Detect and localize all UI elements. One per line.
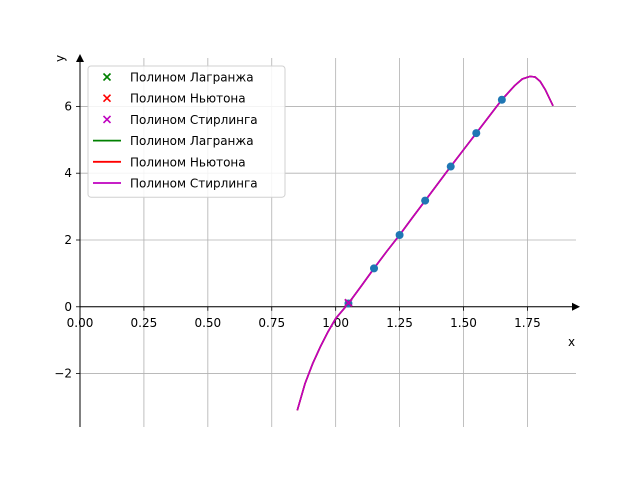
legend-entry-label: Полином Лагранжа (130, 134, 254, 148)
node-point (370, 264, 379, 273)
x-tick-label: 0.00 (67, 316, 94, 330)
legend-entry-label: Полином Лагранжа (130, 71, 254, 85)
cross-stroke (102, 94, 112, 103)
axes (76, 54, 580, 427)
node-point (497, 95, 506, 104)
node-point (395, 230, 404, 239)
node-point (446, 162, 455, 171)
legend: Полином Лагранжа Полином Ньютона Полином С… (87, 65, 286, 198)
legend-marker-icon (102, 115, 112, 124)
stirling-curve (296, 75, 554, 411)
curves (296, 75, 554, 411)
node-point (421, 196, 430, 205)
legend-entry-label: Полином Стирлинга (130, 113, 258, 127)
y-axis-arrow-icon (76, 54, 84, 62)
tick-labels: 0.00 0.25 0.50 0.75 1.00 1.25 1.50 1.75 −2 0 2 4 6 (54, 99, 540, 380)
legend-marker-icon (102, 94, 112, 103)
y-tick-label: 2 (64, 233, 72, 247)
cross-stroke (344, 298, 353, 307)
legend-entry-label: Полином Стирлинга (130, 177, 258, 191)
cross-stroke (102, 72, 112, 82)
y-tick-label: 0 (64, 300, 72, 314)
x-axis-arrow-icon (572, 302, 580, 311)
legend-entry-label: Полином Ньютона (130, 92, 246, 106)
legend-entry-label: Полином Ньютона (130, 155, 246, 169)
x-tick-label: 0.75 (258, 316, 285, 330)
data-markers (344, 95, 506, 308)
x-tick-label: 1.50 (450, 316, 477, 330)
legend-box (87, 65, 286, 198)
y-tick-label: −2 (54, 367, 72, 381)
x-tick-label: 1.75 (514, 316, 541, 330)
stirling-marker (344, 298, 353, 307)
x-tick-label: 0.25 (131, 316, 158, 330)
x-tick-label: 1.00 (322, 316, 349, 330)
node-point (472, 129, 481, 138)
y-tick-label: 6 (64, 99, 72, 113)
x-tick-label: 1.25 (386, 316, 413, 330)
x-axis-label: x (568, 335, 575, 349)
y-axis-label: y (53, 55, 67, 62)
legend-marker-icon (102, 72, 112, 82)
x-tick-label: 0.50 (194, 316, 221, 330)
cross-stroke (102, 115, 112, 124)
y-tick-label: 4 (64, 166, 72, 180)
